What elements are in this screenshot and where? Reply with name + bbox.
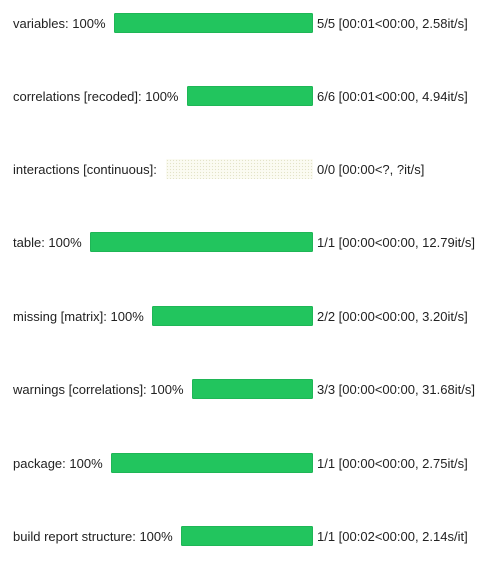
progress-bar (111, 453, 313, 473)
progress-bar-fill (192, 379, 313, 399)
progress-bar-fill (187, 86, 313, 106)
progress-stats: 1/1 [00:00<00:00, 12.79it/s] (317, 235, 475, 250)
progress-row-missing: missing [matrix]: 100% 2/2 [00:00<00:00,… (0, 306, 498, 328)
progress-stats: 3/3 [00:00<00:00, 31.68it/s] (317, 382, 475, 397)
progress-bar-fill (90, 232, 313, 252)
progress-bar-fill (152, 306, 313, 326)
progress-row-warnings: warnings [correlations]: 100% 3/3 [00:00… (0, 379, 498, 401)
progress-bar (181, 526, 313, 546)
progress-label: package: 100% (13, 456, 103, 471)
progress-bar-fill (111, 453, 313, 473)
progress-label: missing [matrix]: 100% (13, 309, 144, 324)
progress-row-variables: variables: 100% 5/5 [00:01<00:00, 2.58it… (0, 13, 498, 35)
progress-label: warnings [correlations]: 100% (13, 382, 184, 397)
progress-label: variables: 100% (13, 16, 106, 31)
progress-bar (90, 232, 313, 252)
progress-bar (114, 13, 313, 33)
progress-row-interactions: interactions [continuous]: 0/0 [00:00<?,… (0, 159, 498, 181)
progress-row-build-report: build report structure: 100% 1/1 [00:02<… (0, 526, 498, 548)
progress-row-correlations: correlations [recoded]: 100% 6/6 [00:01<… (0, 86, 498, 108)
progress-bar-fill (181, 526, 313, 546)
progress-row-package: package: 100% 1/1 [00:00<00:00, 2.75it/s… (0, 453, 498, 475)
progress-bar (192, 379, 313, 399)
progress-bar (187, 86, 313, 106)
progress-label: build report structure: 100% (13, 529, 173, 544)
progress-bar-fill (114, 13, 313, 33)
progress-bar (152, 306, 313, 326)
progress-label: interactions [continuous]: (13, 162, 157, 177)
progress-label: table: 100% (13, 235, 82, 250)
progress-stats: 2/2 [00:00<00:00, 3.20it/s] (317, 309, 468, 324)
progress-stats: 1/1 [00:02<00:00, 2.14s/it] (317, 529, 468, 544)
progress-label: correlations [recoded]: 100% (13, 89, 179, 104)
progress-stats: 1/1 [00:00<00:00, 2.75it/s] (317, 456, 468, 471)
progress-stats: 6/6 [00:01<00:00, 4.94it/s] (317, 89, 468, 104)
progress-stats: 0/0 [00:00<?, ?it/s] (317, 162, 425, 177)
progress-stats: 5/5 [00:01<00:00, 2.58it/s] (317, 16, 468, 31)
progress-bar (166, 159, 313, 179)
progress-row-table: table: 100% 1/1 [00:00<00:00, 12.79it/s] (0, 232, 498, 254)
